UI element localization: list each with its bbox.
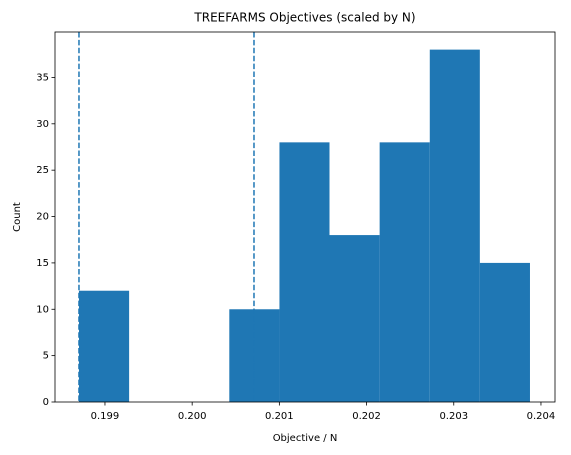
- y-tick-label: 30: [36, 119, 49, 130]
- y-tick-label: 15: [36, 258, 49, 269]
- plot-frame: [54, 31, 556, 403]
- y-tick-label: 35: [36, 72, 49, 83]
- y-tick-label: 5: [43, 351, 49, 362]
- x-tick-label: 0.202: [352, 411, 381, 422]
- y-axis-label: Count: [12, 202, 23, 232]
- bar: [78, 290, 130, 402]
- x-tick-label: 0.200: [178, 411, 207, 422]
- bar: [429, 49, 480, 402]
- y-tick-label: 10: [36, 304, 49, 315]
- x-tick-label: 0.199: [91, 411, 120, 422]
- y-tick-label: 20: [36, 212, 49, 223]
- x-axis-label: Objective / N: [273, 433, 338, 444]
- bar: [479, 262, 530, 402]
- x-tick-label: 0.201: [265, 411, 294, 422]
- bar: [329, 235, 380, 402]
- chart-title: TREEFARMS Objectives (scaled by N): [193, 11, 415, 25]
- y-tick-label: 0: [43, 397, 49, 408]
- bar: [279, 142, 330, 402]
- x-tick-label: 0.203: [439, 411, 468, 422]
- x-tick-label: 0.204: [527, 411, 556, 422]
- bar: [379, 142, 430, 402]
- y-tick-label: 25: [36, 165, 49, 176]
